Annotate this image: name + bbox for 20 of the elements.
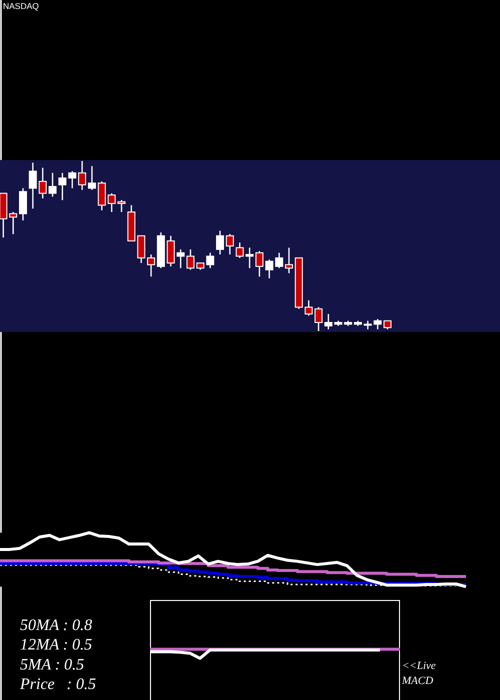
candlestick: [147, 254, 156, 278]
candlestick: [236, 242, 244, 259]
candlestick: [186, 248, 194, 270]
candlestick: [246, 247, 254, 269]
text: Price : 0.5: [19, 676, 96, 694]
candlestick: [226, 233, 234, 256]
candlestick: [216, 230, 224, 256]
text: 12MA : 0.5: [20, 636, 92, 654]
candlestick: [58, 172, 66, 201]
candlestick: [88, 165, 96, 191]
candlestick: [314, 306, 323, 332]
text: <<Live MACD: [401, 660, 436, 687]
candlestick: [19, 188, 28, 222]
text: 50MA : 0.8: [20, 617, 92, 634]
candlestick: [284, 247, 293, 274]
candlestick: [48, 172, 57, 198]
text: 5MA : 0.5: [20, 656, 84, 674]
candlestick: [255, 250, 264, 278]
chart-title: NASDAQ: [3, 1, 40, 11]
candlestick: [118, 199, 126, 213]
